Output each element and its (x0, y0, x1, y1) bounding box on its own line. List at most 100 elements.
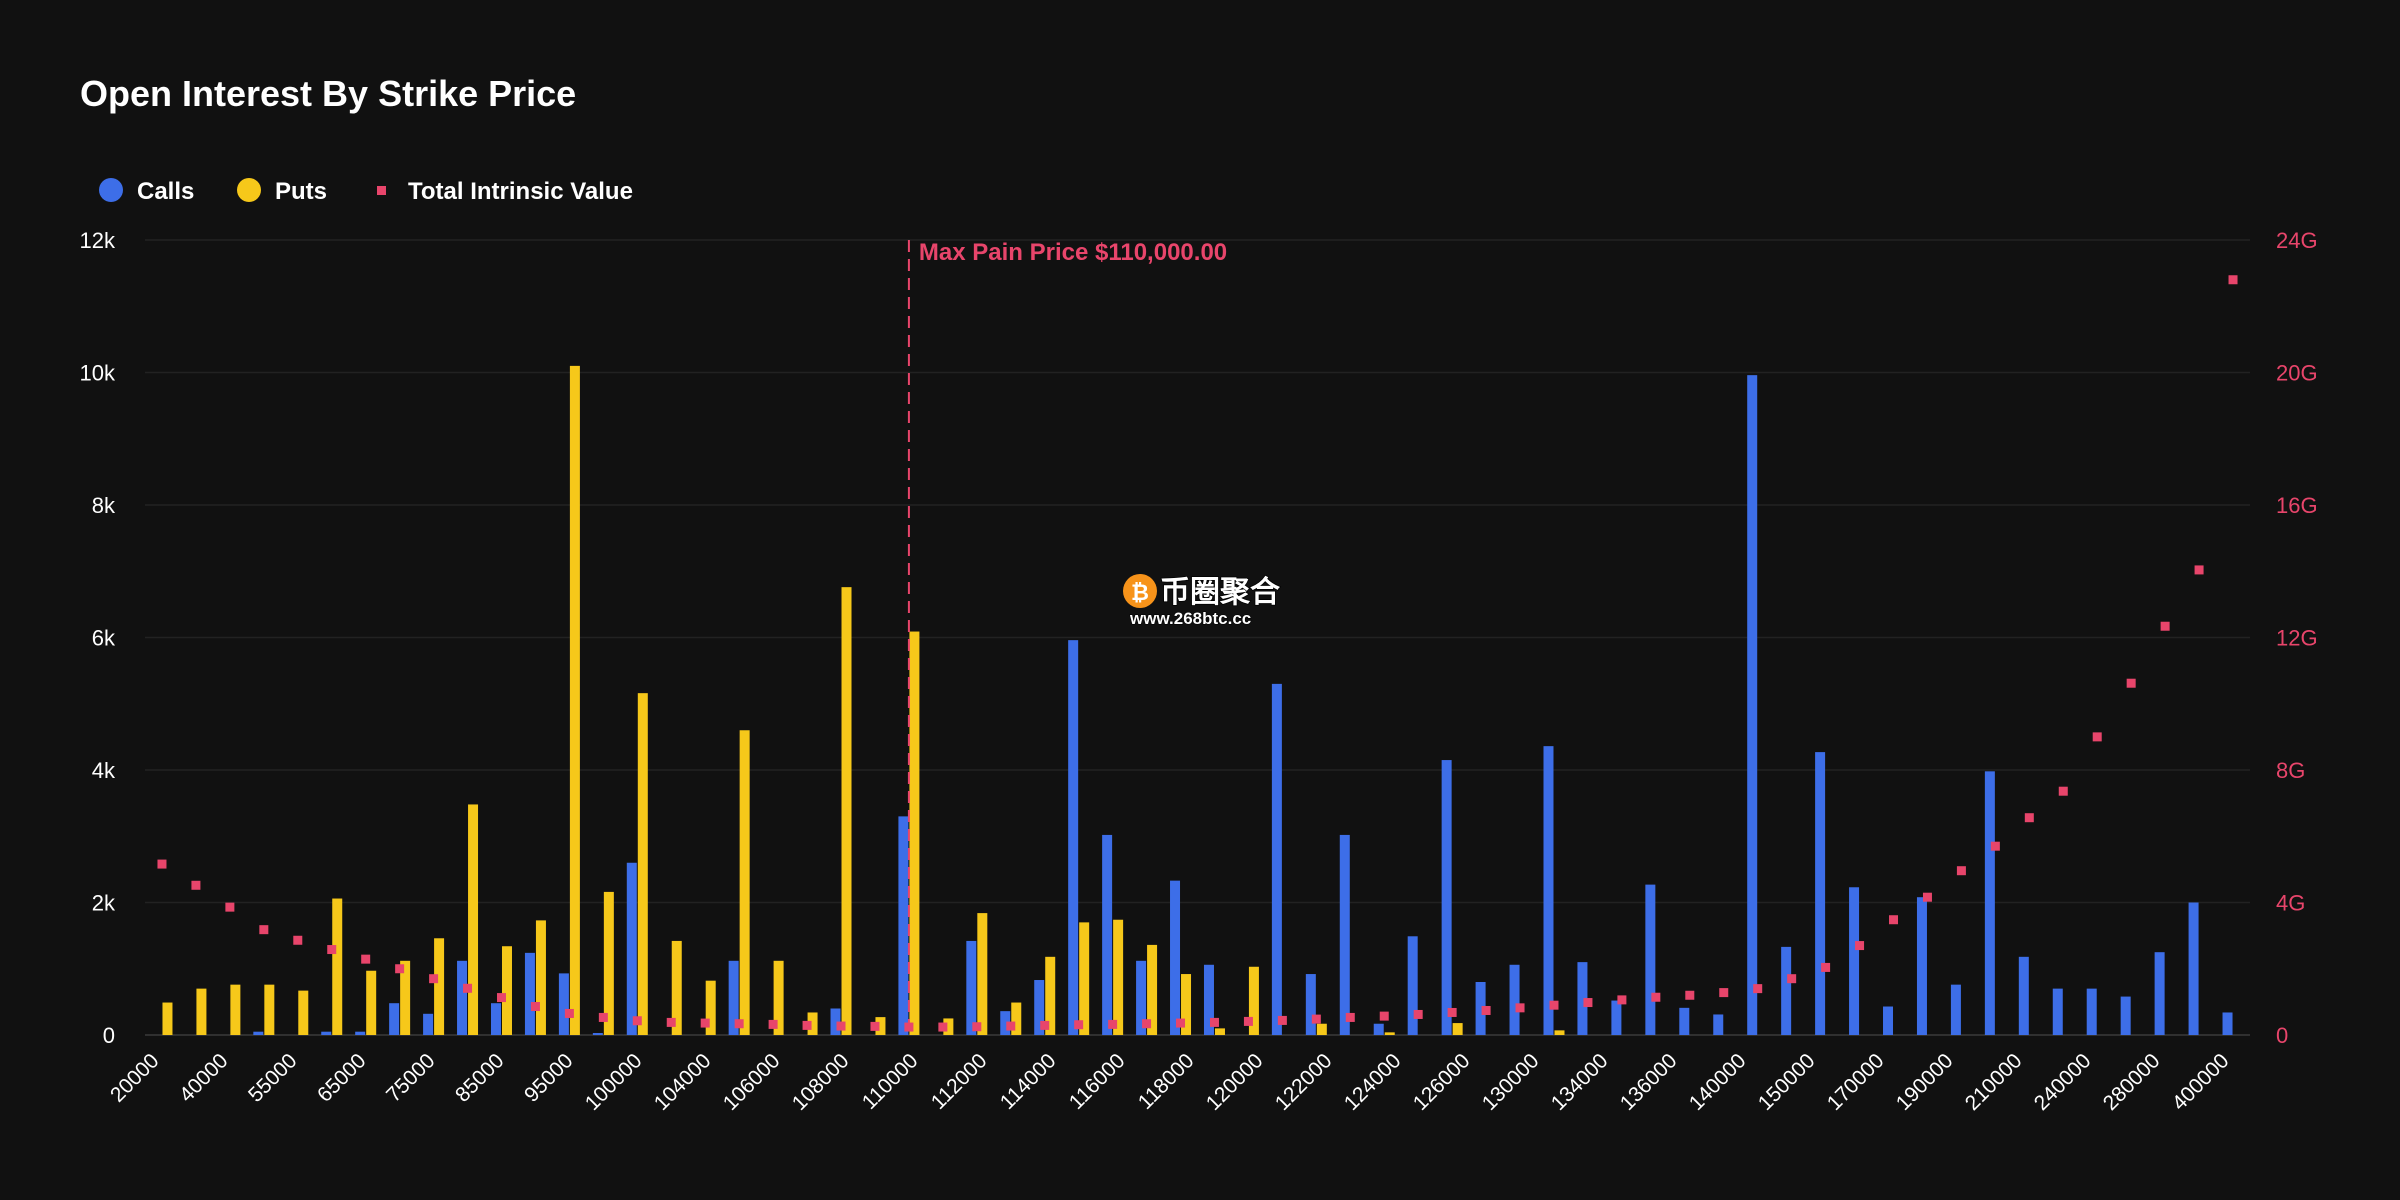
puts-bar[interactable] (943, 1018, 954, 1035)
calls-bar[interactable] (355, 1031, 366, 1035)
calls-bar[interactable] (1679, 1007, 1690, 1035)
calls-bar[interactable] (1000, 1011, 1011, 1035)
calls-bar[interactable] (1339, 834, 1350, 1035)
calls-bar[interactable] (1271, 683, 1282, 1035)
calls-bar[interactable] (728, 960, 739, 1035)
calls-bar[interactable] (1203, 964, 1214, 1035)
intrinsic-value-point[interactable] (2194, 565, 2204, 575)
calls-bar[interactable] (2154, 952, 2165, 1035)
intrinsic-value-point[interactable] (1685, 990, 1695, 1000)
intrinsic-value-point[interactable] (1243, 1016, 1253, 1026)
intrinsic-value-point[interactable] (225, 902, 235, 912)
puts-bar[interactable] (1248, 966, 1259, 1035)
calls-bar[interactable] (1950, 984, 1961, 1035)
puts-bar[interactable] (909, 631, 920, 1035)
puts-bar[interactable] (1181, 974, 1192, 1035)
calls-bar[interactable] (1034, 980, 1045, 1035)
intrinsic-value-point[interactable] (666, 1017, 676, 1027)
puts-bar[interactable] (468, 804, 479, 1035)
calls-bar[interactable] (321, 1031, 332, 1035)
intrinsic-value-point[interactable] (191, 880, 201, 890)
puts-bar[interactable] (637, 693, 648, 1035)
intrinsic-value-point[interactable] (768, 1019, 778, 1029)
puts-bar[interactable] (400, 960, 411, 1035)
puts-bar[interactable] (1384, 1032, 1395, 1035)
puts-bar[interactable] (162, 1002, 173, 1035)
puts-bar[interactable] (264, 984, 275, 1035)
calls-bar[interactable] (524, 952, 535, 1035)
intrinsic-value-point[interactable] (836, 1021, 846, 1031)
intrinsic-value-point[interactable] (1108, 1019, 1118, 1029)
calls-bar[interactable] (1815, 752, 1826, 1035)
intrinsic-value-point[interactable] (564, 1008, 574, 1018)
calls-bar[interactable] (2018, 956, 2029, 1035)
calls-bar[interactable] (1305, 974, 1316, 1035)
intrinsic-value-point[interactable] (870, 1021, 880, 1031)
intrinsic-value-point[interactable] (1074, 1020, 1084, 1030)
intrinsic-value-point[interactable] (530, 1002, 540, 1012)
calls-bar[interactable] (389, 1003, 400, 1035)
calls-bar[interactable] (457, 960, 468, 1035)
calls-bar[interactable] (1068, 640, 1079, 1035)
intrinsic-value-point[interactable] (2160, 621, 2170, 631)
puts-bar[interactable] (332, 898, 343, 1035)
puts-bar[interactable] (841, 587, 852, 1035)
puts-bar[interactable] (1079, 922, 1090, 1035)
calls-bar[interactable] (1611, 1000, 1622, 1035)
calls-bar[interactable] (1509, 964, 1520, 1035)
puts-bar[interactable] (739, 730, 750, 1035)
puts-bar[interactable] (977, 913, 988, 1035)
puts-bar[interactable] (875, 1017, 886, 1035)
intrinsic-value-point[interactable] (1311, 1014, 1321, 1024)
intrinsic-value-point[interactable] (429, 974, 439, 984)
legend-item-puts[interactable]: Puts (237, 178, 327, 205)
calls-bar[interactable] (830, 1008, 841, 1036)
intrinsic-value-point[interactable] (2024, 813, 2034, 823)
calls-bar[interactable] (1916, 897, 1927, 1035)
calls-bar[interactable] (898, 816, 909, 1035)
intrinsic-value-point[interactable] (463, 983, 473, 993)
calls-bar[interactable] (2052, 988, 2063, 1035)
intrinsic-value-point[interactable] (327, 945, 337, 955)
intrinsic-value-point[interactable] (1787, 974, 1797, 984)
calls-bar[interactable] (2086, 988, 2097, 1035)
intrinsic-value-point[interactable] (157, 859, 167, 869)
intrinsic-value-point[interactable] (972, 1022, 982, 1032)
puts-bar[interactable] (1316, 1023, 1327, 1035)
puts-bar[interactable] (773, 960, 784, 1035)
intrinsic-value-point[interactable] (1379, 1011, 1389, 1021)
puts-bar[interactable] (1214, 1028, 1225, 1035)
calls-bar[interactable] (592, 1033, 603, 1035)
calls-bar[interactable] (966, 940, 977, 1035)
intrinsic-value-point[interactable] (1651, 992, 1661, 1002)
intrinsic-value-point[interactable] (2126, 678, 2136, 688)
intrinsic-value-point[interactable] (1142, 1019, 1152, 1029)
intrinsic-value-point[interactable] (1753, 984, 1763, 994)
calls-bar[interactable] (1781, 946, 1792, 1035)
intrinsic-value-point[interactable] (1956, 866, 1966, 876)
calls-bar[interactable] (423, 1013, 434, 1035)
puts-bar[interactable] (1113, 919, 1124, 1035)
calls-bar[interactable] (1170, 880, 1181, 1035)
puts-bar[interactable] (501, 946, 512, 1035)
calls-bar[interactable] (490, 1003, 501, 1035)
intrinsic-value-point[interactable] (2228, 275, 2238, 285)
puts-bar[interactable] (1452, 1023, 1463, 1035)
legend-item-calls[interactable]: Calls (99, 178, 194, 205)
intrinsic-value-point[interactable] (734, 1019, 744, 1029)
calls-bar[interactable] (558, 973, 569, 1035)
puts-bar[interactable] (807, 1012, 818, 1035)
intrinsic-value-point[interactable] (1176, 1018, 1186, 1028)
puts-bar[interactable] (1045, 956, 1056, 1035)
calls-bar[interactable] (1102, 834, 1113, 1035)
intrinsic-value-point[interactable] (938, 1022, 948, 1032)
calls-bar[interactable] (253, 1031, 264, 1035)
intrinsic-value-point[interactable] (1515, 1003, 1525, 1013)
intrinsic-value-point[interactable] (1481, 1005, 1491, 1015)
intrinsic-value-point[interactable] (1617, 995, 1627, 1005)
puts-bar[interactable] (569, 365, 580, 1035)
puts-bar[interactable] (1147, 944, 1158, 1035)
puts-bar[interactable] (603, 891, 614, 1035)
puts-bar[interactable] (434, 938, 445, 1035)
intrinsic-value-point[interactable] (1447, 1007, 1457, 1017)
